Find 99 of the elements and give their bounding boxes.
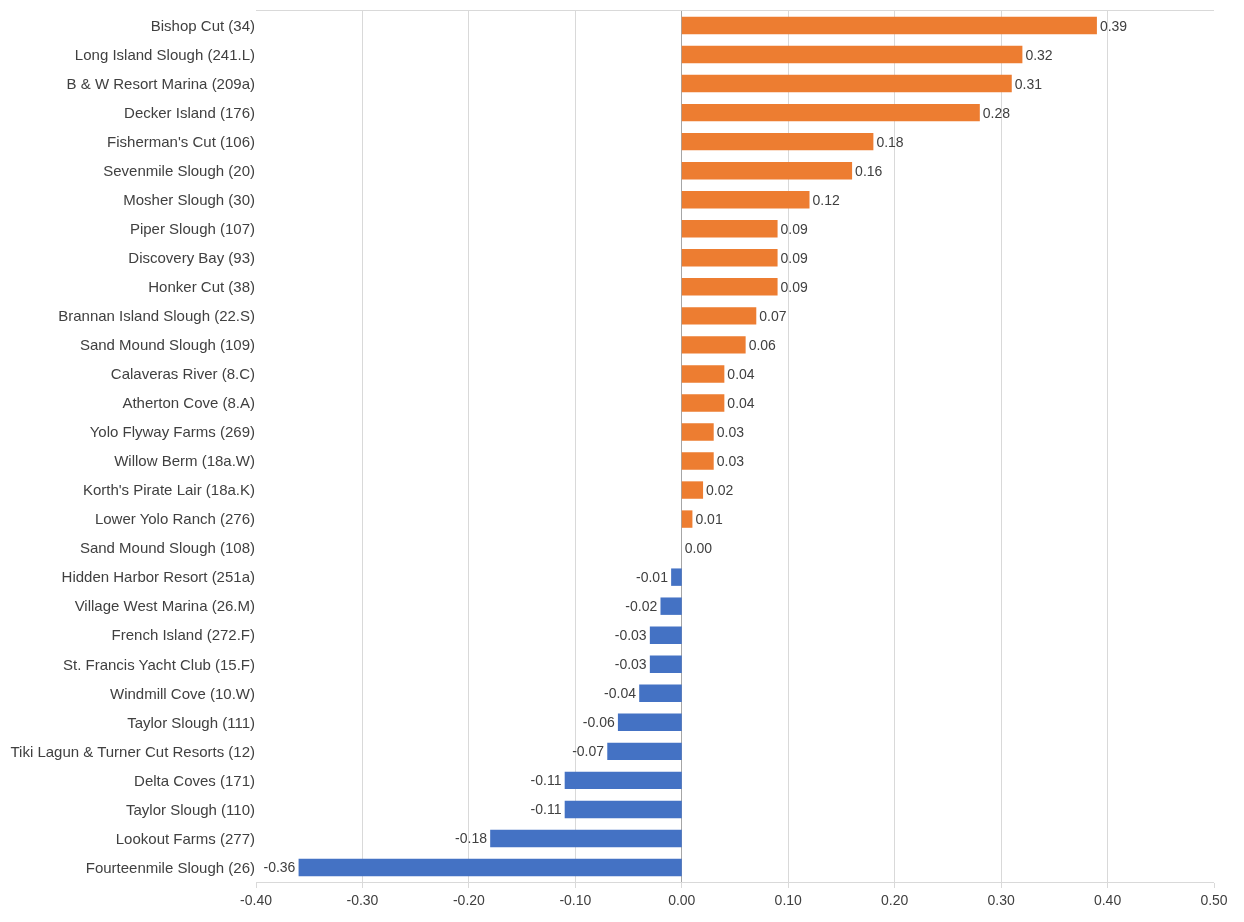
x-tick-label: 0.20 — [881, 891, 909, 908]
data-label: 0.07 — [759, 307, 787, 324]
bar — [649, 626, 682, 644]
y-tick-label: French Island (272.F) — [111, 626, 255, 644]
data-label: 0.04 — [727, 365, 755, 382]
bar — [298, 858, 682, 877]
data-label: 0.04 — [727, 394, 755, 411]
data-label: 0.09 — [780, 220, 809, 237]
bar — [607, 742, 682, 761]
data-label: -0.02 — [625, 598, 658, 615]
bar — [681, 161, 853, 180]
bar — [564, 800, 682, 819]
bar — [681, 278, 778, 296]
data-label: -0.36 — [263, 859, 296, 876]
y-tick-label: Honker Cut (38) — [148, 278, 255, 296]
y-tick-label: Discovery Bay (93) — [128, 249, 255, 267]
bar — [681, 74, 1012, 93]
y-tick-label: B & W Resort Marina (209a) — [66, 74, 255, 92]
y-tick-label: Sand Mound Slough (109) — [79, 336, 255, 354]
bar — [681, 16, 1097, 35]
bar — [681, 249, 778, 267]
data-label: 0.16 — [855, 162, 883, 179]
y-tick-label: Piper Slough (107) — [129, 220, 255, 237]
bar — [681, 481, 704, 499]
x-tick-label: -0.20 — [452, 891, 486, 908]
data-label: -0.04 — [604, 685, 637, 702]
data-label: 0.18 — [876, 133, 904, 150]
y-tick-label: Hidden Harbor Resort (251a) — [61, 568, 255, 586]
x-tick-label: 0.00 — [668, 891, 696, 908]
data-label: -0.11 — [530, 801, 562, 818]
x-tick-label: 0.40 — [1093, 891, 1122, 908]
bar — [681, 452, 714, 470]
y-tick-label: Sand Mound Slough (108) — [79, 539, 255, 557]
x-tick-label: 0.50 — [1200, 891, 1228, 908]
y-tick-label: Village West Marina (26.M) — [74, 597, 255, 615]
x-tick-label: 0.10 — [774, 891, 803, 908]
x-tick-label: -0.30 — [346, 891, 379, 908]
bar — [564, 771, 682, 790]
bar — [671, 568, 682, 586]
y-tick-label: Brannan Island Slough (22.S) — [58, 307, 255, 325]
data-label: 0.31 — [1014, 75, 1043, 92]
y-tick-label: Fisherman's Cut (106) — [107, 132, 255, 150]
data-label: 0.06 — [748, 336, 777, 353]
y-tick-label: Willow Berm (18a.W) — [114, 452, 255, 470]
y-tick-label: Windmill Cove (10.W) — [109, 684, 255, 702]
data-label: -0.07 — [572, 743, 605, 760]
x-tick-label: -0.40 — [240, 891, 273, 908]
bar — [617, 713, 682, 732]
bar — [649, 655, 682, 673]
y-tick-label: Tiki Lagun & Turner Cut Resorts (12) — [10, 742, 255, 760]
bar — [681, 336, 746, 354]
y-tick-label: Yolo Flyway Farms (269) — [89, 423, 255, 441]
bar — [681, 45, 1023, 64]
data-label: -0.01 — [636, 569, 669, 586]
data-label: -0.06 — [582, 714, 615, 731]
bar — [681, 132, 874, 151]
y-tick-label: St. Francis Yacht Club (15.F) — [62, 655, 255, 673]
data-label: 0.32 — [1025, 46, 1053, 63]
data-label: 0.03 — [716, 423, 745, 440]
bar — [681, 103, 980, 122]
data-label: 0.28 — [982, 104, 1011, 121]
data-label: 0.09 — [780, 278, 809, 295]
y-tick-label: Lower Yolo Ranch (276) — [94, 510, 255, 528]
x-tick-label: -0.10 — [559, 891, 592, 908]
y-tick-label: Sevenmile Slough (20) — [103, 161, 255, 179]
data-label: -0.03 — [614, 627, 647, 644]
bar — [490, 829, 682, 848]
data-label: -0.03 — [614, 656, 647, 673]
y-tick-label: Bishop Cut (34) — [150, 16, 255, 34]
data-label: 0.01 — [695, 511, 723, 528]
data-label: -0.18 — [455, 830, 488, 847]
y-tick-label: Delta Coves (171) — [134, 771, 255, 789]
y-tick-label: Taylor Slough (110) — [126, 800, 255, 818]
bar — [681, 394, 725, 412]
bar — [681, 307, 757, 325]
y-tick-label: Mosher Slough (30) — [123, 190, 255, 208]
y-tick-label: Lookout Farms (277) — [115, 829, 255, 847]
data-label: 0.39 — [1099, 17, 1128, 34]
y-tick-label: Decker Island (176) — [124, 103, 255, 121]
bar — [681, 220, 778, 238]
bar — [681, 191, 810, 209]
bar — [681, 423, 714, 441]
data-label: 0.02 — [706, 482, 734, 499]
data-label: 0.12 — [812, 191, 840, 208]
bar — [660, 597, 682, 615]
bar — [639, 684, 682, 702]
bar — [681, 365, 725, 383]
y-tick-label: Long Island Slough (241.L) — [74, 45, 255, 63]
y-tick-label: Calaveras River (8.C) — [110, 365, 255, 383]
y-tick-label: Fourteenmile Slough (26) — [85, 858, 255, 876]
bar — [681, 510, 693, 528]
data-label: 0.00 — [684, 540, 713, 557]
y-tick-label: Korth's Pirate Lair (18a.K) — [82, 481, 255, 499]
y-tick-label: Atherton Cove (8.A) — [122, 394, 255, 412]
y-tick-label: Taylor Slough (111) — [127, 713, 255, 731]
data-label: 0.09 — [780, 249, 809, 266]
data-label: 0.03 — [716, 453, 745, 470]
x-tick-label: 0.30 — [987, 891, 1015, 908]
data-label: -0.11 — [530, 772, 562, 789]
